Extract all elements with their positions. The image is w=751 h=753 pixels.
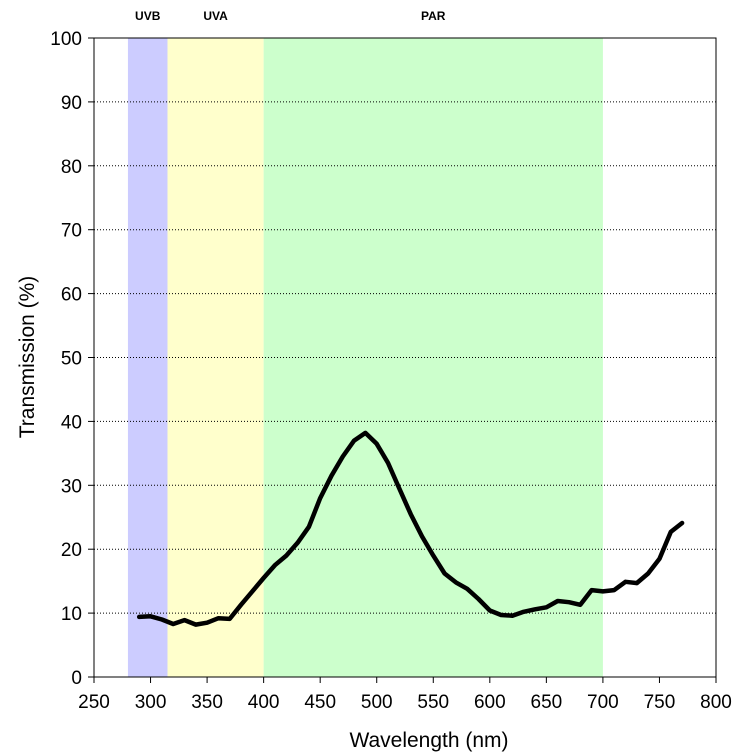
- y-tick-label: 50: [61, 349, 82, 370]
- band-label-uvb: UVB: [135, 9, 161, 23]
- tick-labels: 0 10 20 30 40 50 60 70 80 90 100 250 300 350 400 450 500…: [50, 29, 732, 713]
- x-tick-label: 450: [304, 692, 336, 713]
- x-tick-label: 750: [644, 692, 676, 713]
- y-tick-label: 70: [61, 221, 82, 242]
- x-axis-title: Wavelength (nm): [349, 729, 508, 752]
- y-tick-label: 0: [71, 668, 82, 689]
- y-tick-label: 90: [61, 93, 82, 114]
- x-tick-label: 650: [531, 692, 563, 713]
- x-tick-label: 350: [191, 692, 223, 713]
- y-tick-label: 80: [61, 157, 82, 178]
- x-tick-label: 250: [78, 692, 110, 713]
- x-tick-label: 500: [361, 692, 393, 713]
- x-tick-label: 700: [587, 692, 619, 713]
- y-tick-label: 60: [61, 285, 82, 306]
- y-axis-title: Transmission (%): [16, 276, 39, 439]
- y-tick-label: 40: [61, 412, 82, 433]
- data-series: [136, 430, 685, 627]
- x-tick-label: 550: [417, 692, 449, 713]
- x-tick-label: 300: [135, 692, 167, 713]
- x-tick-label: 800: [700, 692, 732, 713]
- y-tick-label: 20: [61, 540, 82, 561]
- series-line-0: [136, 430, 685, 627]
- y-tick-label: 30: [61, 476, 82, 497]
- band-labels: UVB UVA PAR: [135, 9, 446, 23]
- y-tick-label: 100: [50, 29, 82, 50]
- x-tick-label: 400: [248, 692, 280, 713]
- band-label-par: PAR: [421, 9, 446, 23]
- x-tick-label: 600: [474, 692, 506, 713]
- band-label-uva: UVA: [203, 9, 228, 23]
- axes: [88, 37, 717, 683]
- y-tick-label: 10: [61, 604, 82, 625]
